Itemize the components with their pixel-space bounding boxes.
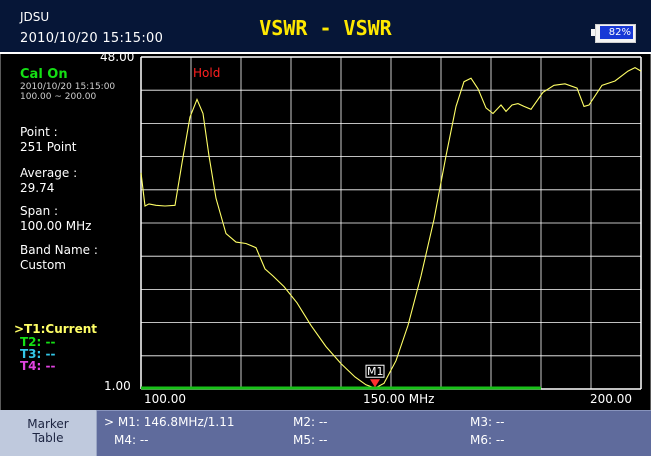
marker-table-title-1: Marker <box>27 417 69 431</box>
average-value: 29.74 <box>20 181 55 195</box>
marker-m1-icon <box>370 379 380 388</box>
average-label: Average : <box>20 166 78 180</box>
point-label: Point : <box>20 125 58 139</box>
span-label: Span : <box>20 204 59 218</box>
marker-m1: M1 <box>365 364 385 388</box>
trace-t1[interactable]: >T1:Current <box>14 322 97 336</box>
marker-table-divider <box>97 410 651 411</box>
x-axis-start-label: 100.00 <box>144 392 186 406</box>
marker-cell-m2[interactable]: M2: -- <box>293 415 328 429</box>
trace-t2[interactable]: T2: -- <box>20 335 56 349</box>
x-axis-center-label: 150.00 MHz <box>363 392 435 406</box>
span-value: 100.00 MHz <box>20 219 92 233</box>
band-name-value: Custom <box>20 258 66 272</box>
marker-table-header[interactable]: Marker Table <box>0 410 97 456</box>
marker-cell-m1[interactable]: > M1: 146.8MHz/1.11 <box>104 415 235 429</box>
point-value: 251 Point <box>20 140 77 154</box>
plot-grid <box>140 56 642 390</box>
datetime-label: 2010/10/20 15:15:00 <box>20 31 164 46</box>
marker-cell-m6[interactable]: M6: -- <box>470 433 505 447</box>
marker-m1-label: M1 <box>367 365 384 378</box>
battery-level: 82% <box>600 26 633 39</box>
cal-datetime: 2010/10/20 15:15:00 <box>20 82 116 92</box>
trace-t4[interactable]: T4: -- <box>20 359 56 373</box>
title-bar: JDSU 2010/10/20 15:15:00 VSWR - VSWR <box>0 0 651 54</box>
marker-table-title-2: Table <box>32 431 64 445</box>
brand-label: JDSU <box>20 10 50 24</box>
y-axis-min-label: 1.00 <box>104 379 131 393</box>
band-name-label: Band Name : <box>20 243 98 257</box>
cal-status: Cal On <box>20 67 68 82</box>
marker-m1-label-box <box>365 364 385 378</box>
marker-cell-m5[interactable]: M5: -- <box>293 433 328 447</box>
screen-title: VSWR - VSWR <box>259 16 392 40</box>
y-axis-max-label: 48.00 <box>100 50 135 64</box>
x-axis-stop-label: 200.00 <box>590 392 632 406</box>
cal-range: 100.00 ~ 200.00 <box>20 92 97 102</box>
hold-indicator: Hold <box>193 66 220 80</box>
trace-t3[interactable]: T3: -- <box>20 347 56 361</box>
marker-cell-m3[interactable]: M3: -- <box>470 415 505 429</box>
battery-icon-terminal <box>591 29 595 36</box>
marker-table <box>0 410 651 456</box>
marker-cell-m4[interactable]: M4: -- <box>114 433 149 447</box>
trace-line <box>140 66 642 389</box>
